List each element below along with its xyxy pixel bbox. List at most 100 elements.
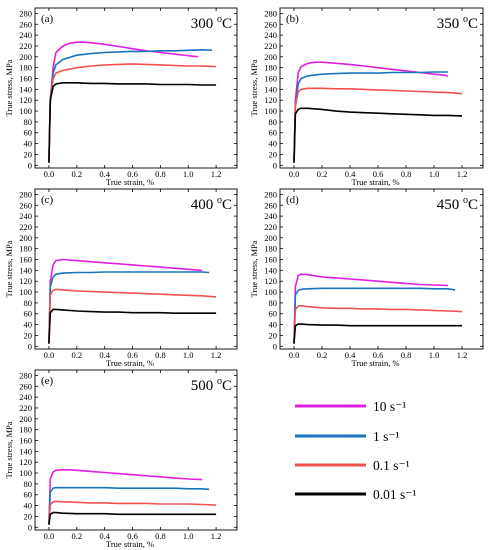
y-tick-label: 120 [19,276,32,286]
x-tick-label: 0.4 [99,350,110,360]
y-tick-label: 80 [24,117,33,127]
y-tick-label: 40 [269,320,278,330]
legend-label: 0.01 s⁻¹ [373,487,416,502]
x-tick-label: 0.4 [345,169,356,179]
x-tick-label: 0.4 [99,531,110,541]
x-tick-label: 0.2 [71,350,82,360]
panel-label: (a) [41,13,54,25]
x-tick-label: 1.0 [429,169,440,179]
temperature-label: 500 oC [191,376,232,394]
x-tick-label: 0.6 [127,531,138,541]
series-line-3 [293,87,463,163]
y-tick-label: 0 [273,341,277,351]
x-tick-label: 0.8 [401,169,412,179]
y-tick-label: 140 [19,84,32,94]
y-tick-label: 160 [19,255,32,265]
y-tick-label: 40 [24,501,33,511]
y-tick-label: 140 [19,446,32,456]
x-tick-label: 0.8 [155,169,166,179]
y-tick-label: 20 [24,511,33,521]
plot-frame [34,188,238,350]
series-line-4 [48,511,217,525]
series-line-3 [48,288,217,344]
panel-label: (b) [286,13,299,25]
series-line-4 [48,82,217,163]
panel-label: (c) [41,194,54,206]
x-tick-label: 0.6 [373,350,384,360]
y-axis-label: True stress, MPa [249,59,259,116]
x-tick-label: 1.0 [183,169,194,179]
y-tick-label: 20 [24,330,33,340]
y-tick-label: 220 [19,222,32,232]
y-tick-label: 200 [19,414,32,424]
y-axis-label: True stress, MPa [4,59,14,116]
y-tick-label: 100 [264,106,277,116]
y-tick-label: 140 [264,84,277,94]
y-tick-label: 40 [24,320,33,330]
y-tick-label: 60 [24,309,33,319]
y-tick-label: 100 [19,106,32,116]
y-tick-label: 220 [19,403,32,413]
plot-frame [279,188,484,350]
y-tick-label: 220 [264,41,277,51]
x-tick-label: 0.6 [373,169,384,179]
y-tick-label: 180 [264,63,277,73]
series-line-3 [48,500,217,525]
y-tick-label: 200 [19,52,32,62]
y-tick-label: 60 [24,490,33,500]
series-line-1 [48,41,199,163]
y-tick-label: 40 [24,139,33,149]
series-line-1 [293,273,449,344]
y-tick-label: 120 [264,276,277,286]
y-tick-label: 280 [19,8,32,18]
plot-frame [34,7,238,169]
y-tick-label: 260 [19,200,32,210]
y-tick-label: 120 [19,457,32,467]
series-line-4 [293,323,462,344]
y-tick-label: 0 [273,160,277,170]
x-tick-label: 1.0 [429,350,440,360]
temperature-label: 450 oC [437,195,478,213]
y-tick-label: 200 [264,233,277,243]
x-tick-label: 0.0 [289,169,300,179]
x-axis-label: True strain, % [106,358,154,368]
y-tick-label: 180 [264,244,277,254]
x-tick-label: 0.2 [317,169,328,179]
y-tick-label: 100 [19,468,32,478]
x-tick-label: 0.4 [99,169,110,179]
series-line-1 [48,468,203,525]
y-tick-label: 260 [264,19,277,29]
y-tick-label: 160 [19,74,32,84]
y-tick-label: 260 [19,381,32,391]
x-tick-label: 1.2 [211,350,222,360]
y-tick-label: 280 [19,189,32,199]
y-tick-label: 280 [264,189,277,199]
y-tick-label: 120 [19,95,32,105]
plot-frame [34,369,238,531]
y-tick-label: 60 [269,128,278,138]
y-tick-label: 20 [24,149,33,159]
y-tick-label: 40 [269,139,278,149]
y-tick-label: 180 [19,63,32,73]
y-tick-label: 220 [19,41,32,51]
series-line-4 [48,308,217,344]
x-tick-label: 0.2 [317,350,328,360]
y-tick-label: 140 [19,265,32,275]
y-tick-label: 280 [19,370,32,380]
y-tick-label: 0 [28,160,32,170]
y-tick-label: 140 [264,265,277,275]
y-tick-label: 100 [264,287,277,297]
x-tick-label: 0.4 [345,350,356,360]
x-tick-label: 0.0 [289,350,300,360]
series-line-2 [48,271,210,344]
legend-label: 10 s⁻¹ [373,399,406,414]
y-tick-label: 180 [19,425,32,435]
y-tick-label: 240 [264,211,277,221]
y-tick-label: 80 [269,117,278,127]
y-tick-label: 260 [19,19,32,29]
temperature-label: 350 oC [437,14,478,32]
